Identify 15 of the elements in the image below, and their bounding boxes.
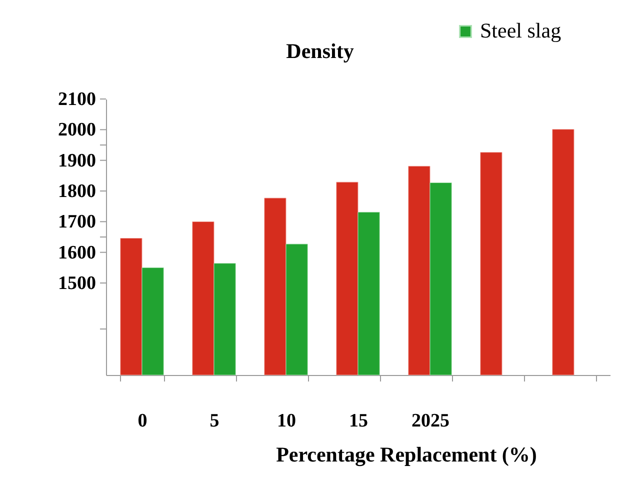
x-tick-label: 2025 (412, 410, 450, 432)
y-tick-label: 1800 (58, 181, 96, 202)
x-tick-label: 10 (277, 410, 296, 432)
x-axis-title: Percentage Replacement (%) (276, 442, 537, 466)
legend-label: Steel slag (480, 18, 562, 42)
x-tick-label: 15 (349, 410, 368, 432)
y-tick-label: 1500 (58, 273, 96, 294)
y-tick-label: 1600 (58, 242, 96, 264)
y-tick-label: 2100 (58, 89, 96, 110)
x-tick-label: 0 (138, 410, 148, 432)
x-tick-label: 5 (210, 410, 220, 432)
y-tick-label: 1900 (58, 150, 96, 172)
chart-title: Density (286, 39, 354, 63)
y-tick-label: 1700 (58, 212, 96, 233)
y-tick-label: 2000 (58, 120, 96, 141)
